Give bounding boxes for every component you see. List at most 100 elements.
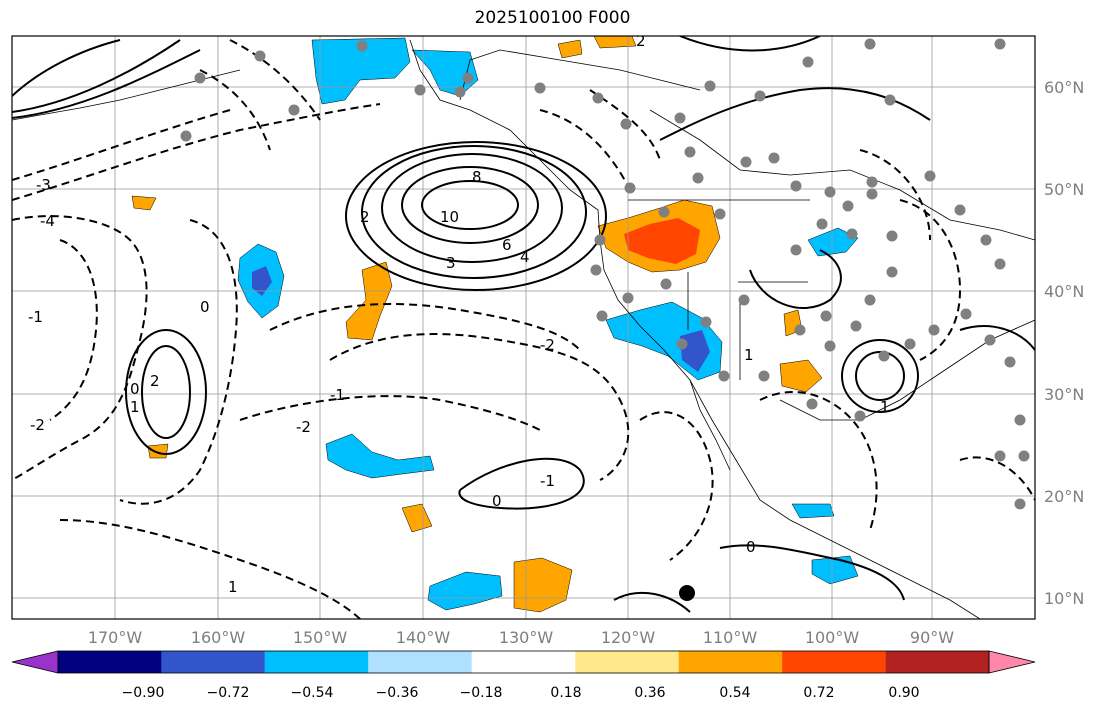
contour-label: 2 [150,372,160,390]
shade-blue-subtropic [325,433,435,479]
station-dot [1018,450,1030,462]
station-dot [676,338,688,350]
contour-label: -2 [540,336,555,354]
station-dot [254,50,266,62]
station-dot [674,112,686,124]
shaded-field-layer [131,36,859,613]
shade-orange-south-2 [401,503,433,533]
station-dot [806,398,818,410]
shade-orange-arctic-2 [593,36,637,49]
station-dot [594,234,606,246]
station-dot [846,228,858,240]
lat-label-20n: 20°N [1044,487,1084,506]
station-dot [1014,498,1026,510]
shade-orange-west [147,443,169,459]
colorbar-segment [885,651,989,673]
station-dot [824,340,836,352]
contour-label: 1 [228,578,238,596]
shade-orange-texas [779,359,823,393]
colorbar-segment [58,651,162,673]
shade-blue-east [807,227,859,257]
station-dot [790,180,802,192]
lat-label-60n: 60°N [1044,78,1084,97]
station-dot [194,72,206,84]
map-panel [12,36,1035,619]
lon-label-170w: 170°W [88,628,143,647]
colorbar-extend-low [11,650,59,674]
contour-label: 3 [446,254,456,272]
station-dot [994,450,1006,462]
station-dot [596,310,608,322]
colorbar [11,650,1036,674]
contour-label: 0 [746,538,756,556]
shade-blue-south [427,571,503,611]
colorbar-segment [678,651,783,673]
lon-label-140w: 140°W [396,628,451,647]
lat-label-50n: 50°N [1044,180,1084,199]
graticule [12,36,1035,619]
station-dot [854,410,866,422]
colorbar-extend-high [988,650,1036,674]
station-dot [738,294,750,306]
station-dot [768,152,780,164]
lat-label-40n: 40°N [1044,282,1084,301]
station-dot [590,264,602,276]
station-dot [534,82,546,94]
station-dot [864,38,876,50]
station-dot [462,72,474,84]
station-dot [692,172,704,184]
station-dot [658,206,670,218]
shade-blue-east-3 [791,503,835,519]
contour-label: 0 [200,298,210,316]
station-dot [928,324,940,336]
station-dot [886,230,898,242]
contour-label: 1 [880,398,890,416]
station-dot [704,80,716,92]
station-dot [884,94,896,106]
contour-label: -1 [28,308,43,326]
station-dot [622,292,634,304]
colorbar-tick-label: −0.90 [122,685,165,701]
colorbar-tick-label: 0.36 [634,685,665,701]
station-dot [820,310,832,322]
lat-label-30n: 30°N [1044,385,1084,404]
station-dot [960,308,972,320]
station-dot [980,234,992,246]
colorbar-outline [57,650,990,674]
station-dot [592,92,604,104]
station-dot [288,104,300,116]
lon-label-120w: 120°W [601,628,656,647]
contour-label: 6 [502,236,512,254]
colorbar-tick-label: 0.72 [803,685,834,701]
contour-label: 8 [472,168,482,186]
contour-label: 2 [360,208,370,226]
station-dot [1014,414,1026,426]
contour-label: 4 [520,248,530,266]
station-dot [802,56,814,68]
station-dot [714,208,726,220]
colorbar-tick-label: −0.36 [376,685,419,701]
station-dot [842,200,854,212]
station-dot [794,324,806,336]
contour-label: -2 [296,418,311,436]
station-dot [824,186,836,198]
shade-red-nw [624,218,700,264]
colorbar-segment [471,651,576,673]
lon-label-150w: 150°W [293,628,348,647]
colorbar-tick-label: 0.90 [888,685,919,701]
contour-lines-negative [12,39,1035,619]
page-title: 2025100100 F000 [474,8,631,28]
colorbar-tick-label: 0.54 [719,685,750,701]
contour-label: 0 [492,492,502,510]
shade-orange-arctic [557,39,583,59]
contour-label: -2 [30,416,45,434]
station-dot [866,176,878,188]
station-dot [864,294,876,306]
lon-label-110w: 110°W [703,628,758,647]
lat-label-10n: 10°N [1044,589,1084,608]
contour-labels: 8 10 6 4 3 2 0 -1 -2 -3 -4 1 2 0 -1 -2 1… [28,36,890,596]
station-dot [816,218,828,230]
station-dot [954,204,966,216]
station-dot [620,118,632,130]
station-dot [700,316,712,328]
